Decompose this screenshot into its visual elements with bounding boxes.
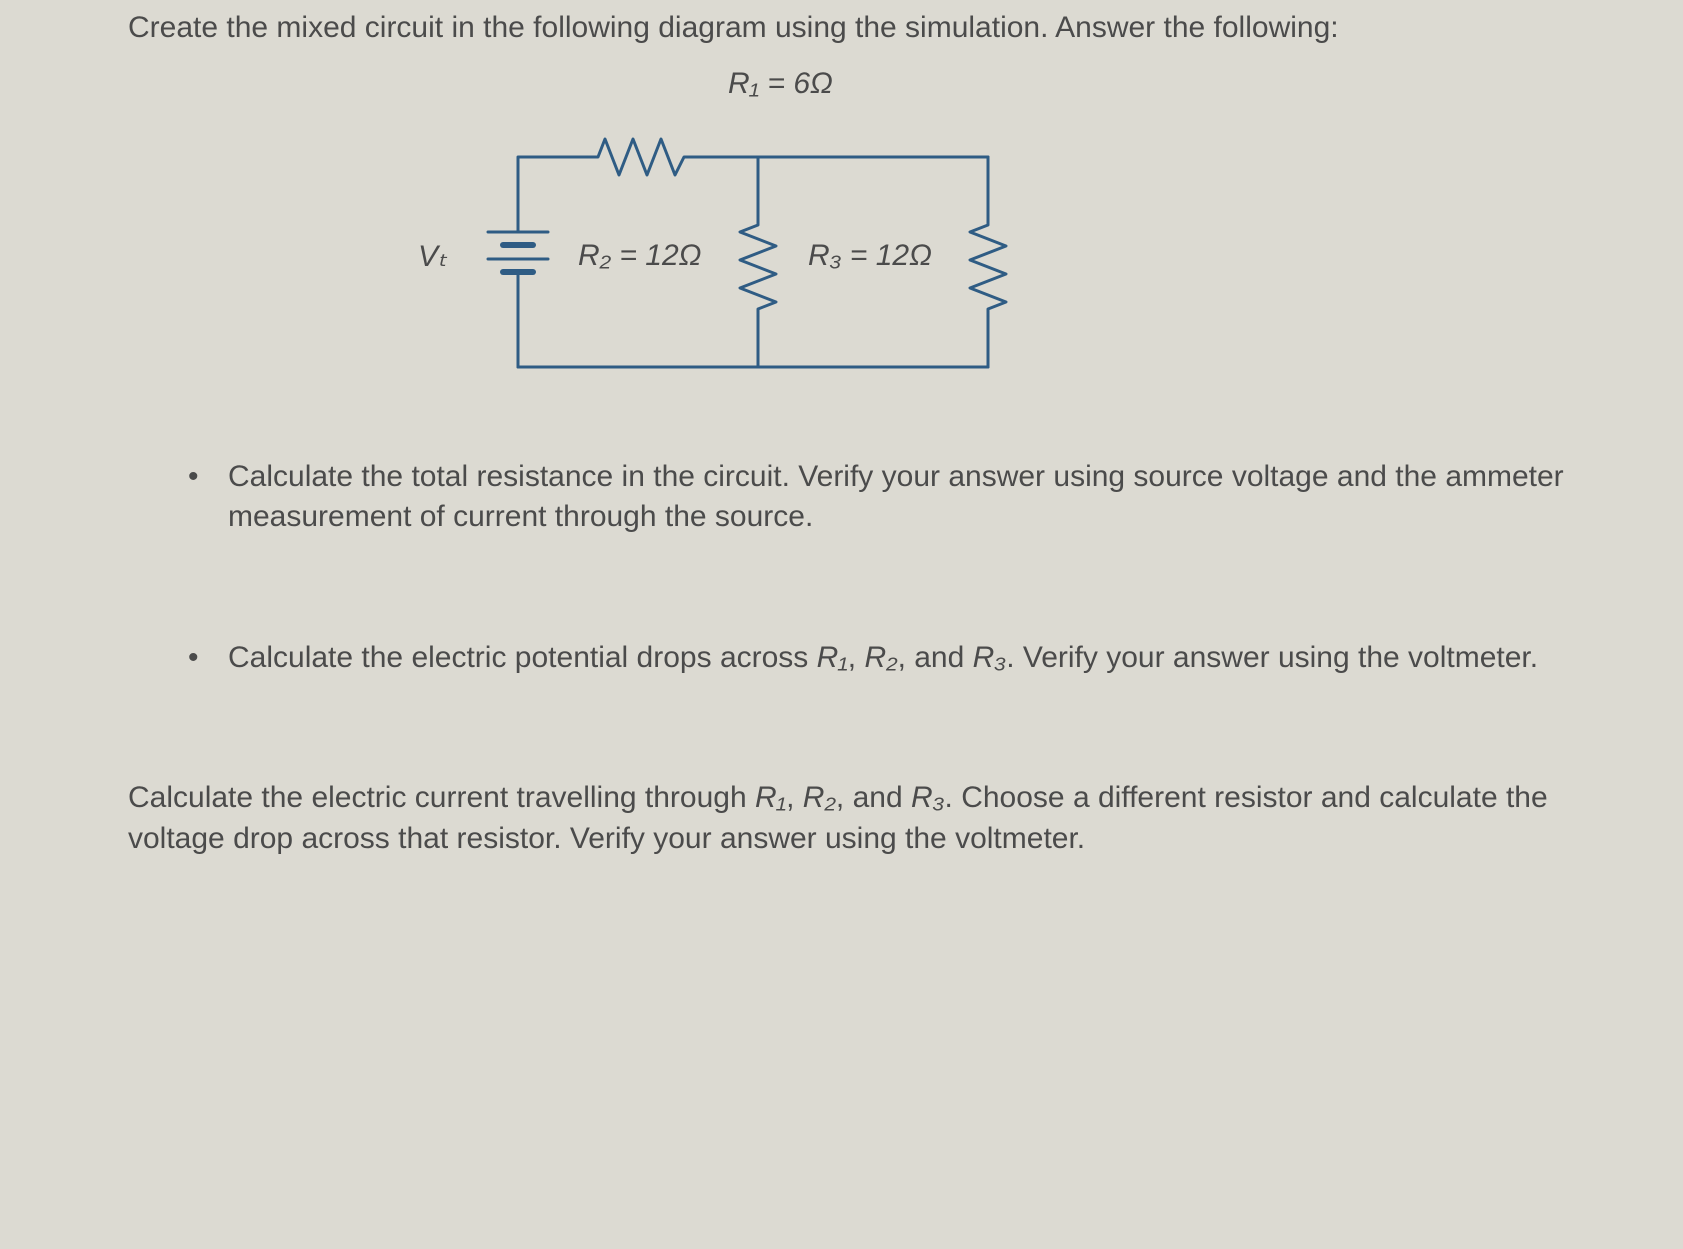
circuit-diagram: R₁ = 6Ω Vₜ R₂ = 12Ω R₃ = 12Ω [418,67,1038,397]
q2-r1: R₁ [817,641,848,674]
question-3: Calculate the electric current travellin… [128,778,1603,859]
intro-text: Create the mixed circuit in the followin… [128,8,1603,49]
vt-label: Vₜ [418,239,447,274]
r2-resistor [740,217,776,317]
q2-r3: R₃ [973,641,1007,674]
q2-mid1: , [848,641,865,674]
q2-r2: R₂ [864,641,897,674]
wire-top-left [518,157,588,222]
q2-mid2: , and [898,641,973,674]
circuit-svg [418,67,1038,397]
q3-r3: R₃ [911,781,945,814]
r2-label: R₂ = 12Ω [578,239,702,273]
q2-pre: Calculate the electric potential drops a… [228,641,817,674]
q2-post: . Verify your answer using the voltmeter… [1006,641,1538,674]
q3-r2: R₂ [803,781,836,814]
r3-resistor [970,217,1006,317]
question-list: Calculate the total resistance in the ci… [128,457,1603,679]
q3-pre: Calculate the electric current travellin… [128,781,755,814]
question-2: Calculate the electric potential drops a… [188,638,1603,679]
q3-mid1: , [786,781,803,814]
q3-mid2: , and [836,781,911,814]
r3-label: R₃ = 12Ω [808,239,932,273]
r1-resistor [588,139,693,175]
q3-r1: R₁ [755,781,786,814]
question-1: Calculate the total resistance in the ci… [188,457,1603,538]
r1-label: R₁ = 6Ω [728,67,833,101]
problem-page: Create the mixed circuit in the followin… [0,0,1683,1249]
